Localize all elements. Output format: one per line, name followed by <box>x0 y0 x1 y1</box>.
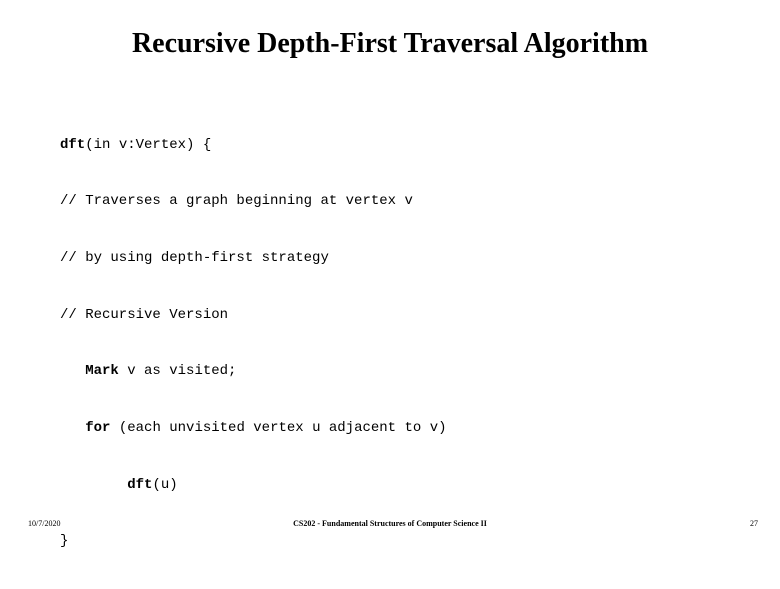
footer-page-number: 27 <box>750 519 758 528</box>
code-line: for (each unvisited vertex u adjacent to… <box>60 419 447 438</box>
code-keyword: dft <box>127 477 152 493</box>
code-text: // Recursive Version <box>60 307 228 323</box>
code-text <box>60 420 85 436</box>
code-line: } <box>60 532 447 551</box>
code-line: // by using depth-first strategy <box>60 249 447 268</box>
code-keyword: Mark <box>85 363 119 379</box>
code-text: } <box>60 533 68 549</box>
code-text: (u) <box>152 477 177 493</box>
code-text: v as visited; <box>119 363 237 379</box>
code-text <box>60 363 85 379</box>
slide-container: Recursive Depth-First Traversal Algorith… <box>0 0 780 540</box>
code-text: // Traverses a graph beginning at vertex… <box>60 193 413 209</box>
code-keyword: dft <box>60 137 85 153</box>
code-text: (each unvisited vertex u adjacent to v) <box>110 420 446 436</box>
code-text: // by using depth-first strategy <box>60 250 329 266</box>
code-line: // Recursive Version <box>60 306 447 325</box>
footer-course: CS202 - Fundamental Structures of Comput… <box>293 519 487 528</box>
code-text <box>60 477 127 493</box>
footer: 10/7/2020 CS202 - Fundamental Structures… <box>0 514 780 528</box>
code-keyword: for <box>85 420 110 436</box>
footer-date: 10/7/2020 <box>28 519 60 528</box>
code-line: // Traverses a graph beginning at vertex… <box>60 192 447 211</box>
slide-title: Recursive Depth-First Traversal Algorith… <box>0 28 780 60</box>
code-line: dft(in v:Vertex) { <box>60 136 447 155</box>
code-line: Mark v as visited; <box>60 362 447 381</box>
code-text: (in v:Vertex) { <box>85 137 211 153</box>
code-line: dft(u) <box>60 476 447 495</box>
